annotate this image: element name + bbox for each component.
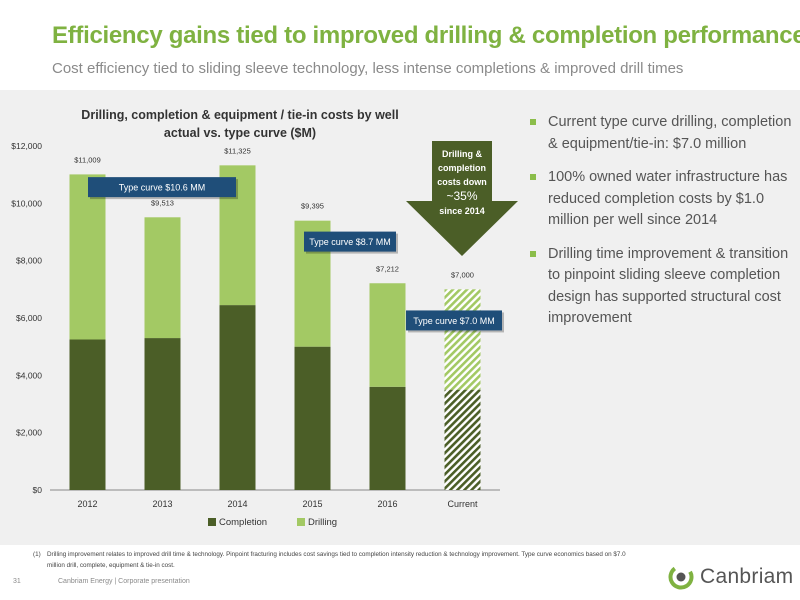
logo-mark-icon xyxy=(668,564,694,590)
type-curve-label: Type curve $7.0 MM xyxy=(413,316,495,326)
x-tick-label: 2015 xyxy=(302,499,322,509)
type-curve-label: Type curve $10.6 MM xyxy=(119,183,206,193)
bullet-item: Current type curve drilling, completion … xyxy=(530,112,792,155)
page-title: Efficiency gains tied to improved drilli… xyxy=(52,22,800,49)
page-number: 31 xyxy=(13,578,21,585)
data-label-total: $11,009 xyxy=(74,155,101,164)
x-tick-label: 2013 xyxy=(152,499,172,509)
cost-down-arrow xyxy=(406,141,518,256)
cost-chart: Drilling, completion & equipment / tie-i… xyxy=(11,108,518,528)
arrow-label-line: costs down xyxy=(437,177,487,187)
legend-label-drilling: Drilling xyxy=(308,517,337,528)
arrow-label-line: Drilling & xyxy=(442,149,482,159)
bar-completion xyxy=(144,338,181,490)
x-tick-label: 2016 xyxy=(377,499,397,509)
bullet-item: Drilling time improvement & transition t… xyxy=(530,244,792,330)
bar-completion xyxy=(219,305,256,490)
y-tick-label: $12,000 xyxy=(11,141,42,151)
legend-swatch-completion xyxy=(208,518,216,526)
bullet-square-icon xyxy=(530,119,536,125)
legend-label-completion: Completion xyxy=(219,517,267,528)
bar-drilling xyxy=(144,217,181,339)
company-logo: Canbriam xyxy=(668,562,793,592)
data-label-total: $11,325 xyxy=(224,146,251,155)
bar-completion xyxy=(369,386,406,490)
data-label-total: $7,000 xyxy=(451,270,474,279)
y-tick-label: $4,000 xyxy=(16,370,42,380)
type-curve-callout xyxy=(304,231,396,252)
x-tick-label: 2012 xyxy=(77,499,97,509)
logo-text: Canbriam xyxy=(700,565,794,588)
bullet-item: 100% owned water infrastructure has redu… xyxy=(530,167,792,232)
footnote: (1) Drilling improvement relates to impr… xyxy=(33,549,643,571)
legend-swatch-drilling xyxy=(297,518,305,526)
bullet-list: Current type curve drilling, completion … xyxy=(530,112,792,342)
x-tick-label: Current xyxy=(447,499,478,509)
data-label-total: $9,513 xyxy=(151,198,174,207)
data-label-total: $9,395 xyxy=(301,202,324,211)
y-tick-label: $2,000 xyxy=(16,428,42,438)
bar-drilling xyxy=(369,283,406,387)
chart-title: Drilling, completion & equipment / tie-i… xyxy=(81,108,398,122)
y-tick-label: $0 xyxy=(33,485,43,495)
y-tick-label: $6,000 xyxy=(16,313,42,323)
arrow-label-line: since 2014 xyxy=(439,206,485,216)
bullet-square-icon xyxy=(530,250,536,257)
bar-completion xyxy=(69,339,106,490)
page-subtitle: Cost efficiency tied to sliding sleeve t… xyxy=(52,60,684,77)
y-tick-label: $10,000 xyxy=(11,198,42,208)
bullet-square-icon xyxy=(530,174,536,180)
footer-text: Canbriam Energy | Corporate presentation xyxy=(58,578,190,585)
footnote-text: Drilling improvement relates to improved… xyxy=(47,551,626,569)
arrow-label-line: completion xyxy=(438,163,486,173)
bar-completion xyxy=(294,346,331,490)
type-curve-callout xyxy=(88,177,236,198)
x-tick-label: 2014 xyxy=(227,499,247,509)
y-tick-label: $8,000 xyxy=(16,256,42,266)
data-label-total: $7,212 xyxy=(376,264,399,273)
bar-drilling xyxy=(69,174,106,340)
type-curve-label: Type curve $8.7 MM xyxy=(309,237,391,247)
bar-drilling xyxy=(444,289,481,390)
bar-completion xyxy=(444,389,481,490)
chart-subtitle: actual vs. type curve ($M) xyxy=(164,126,316,140)
arrow-label-line: ~35% xyxy=(446,189,477,203)
type-curve-callout xyxy=(406,310,502,331)
footnote-number: (1) xyxy=(33,551,41,558)
